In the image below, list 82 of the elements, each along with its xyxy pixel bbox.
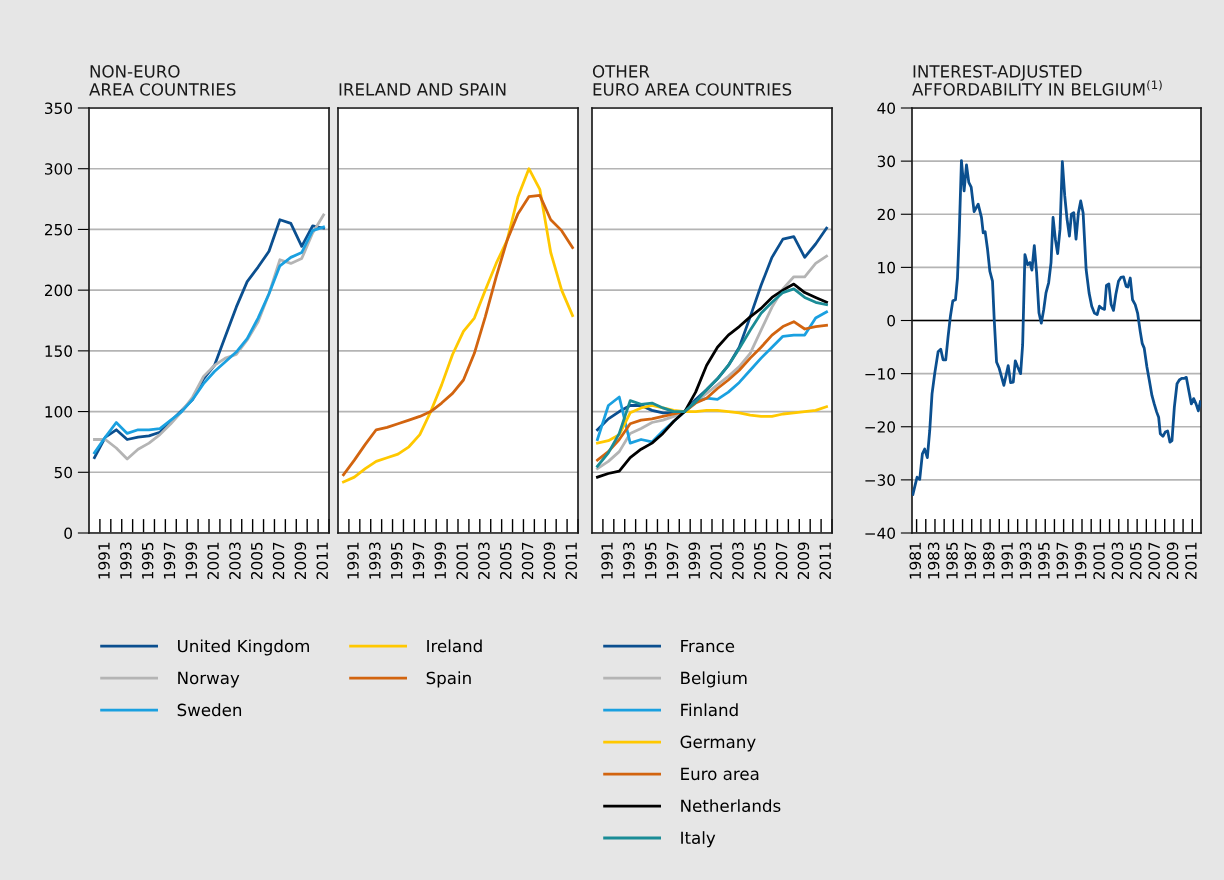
legend-label: Netherlands (681, 799, 781, 813)
x-tick-label: 2011 (316, 542, 328, 580)
legend-label: France (681, 639, 735, 653)
y-tick-label: 100 (45, 406, 73, 418)
y-tick-label: 10 (878, 261, 896, 274)
x-tick-label: 2009 (543, 542, 556, 580)
x-tick-label: 1995 (644, 542, 657, 579)
x-tick-label: 1999 (688, 542, 701, 579)
x-tick-label: 1991 (98, 542, 110, 579)
x-tick-label: 1985 (946, 542, 958, 579)
x-tick-label: 1995 (390, 542, 403, 579)
x-tick-label: 2009 (1166, 542, 1179, 580)
y-tick-label: 0 (887, 314, 896, 327)
x-tick-label: 2011 (819, 542, 831, 580)
x-tick-label: 1999 (185, 542, 198, 579)
legend-label: United Kingdom (178, 639, 309, 656)
y-tick-label: 40 (877, 102, 896, 115)
x-tick-label: 2011 (565, 542, 577, 580)
x-tick-label: 1997 (412, 542, 425, 579)
legend-label: Norway (178, 671, 240, 688)
legend-label: Spain (426, 671, 471, 688)
x-tick-label: 2007 (775, 542, 788, 580)
legend-label: Finland (681, 703, 738, 717)
x-tick-label: 1991 (601, 542, 613, 579)
x-tick-label: 2011 (1185, 542, 1197, 580)
x-tick-label: 2009 (294, 542, 307, 580)
y-tick-label: −10 (865, 368, 896, 380)
x-tick-label: 1993 (1019, 542, 1032, 579)
x-tick-label: 2003 (478, 542, 490, 580)
y-tick-label: 350 (45, 102, 73, 115)
x-tick-label: 2001 (1093, 542, 1105, 580)
legend-label: Belgium (681, 671, 747, 688)
x-tick-label: 2007 (1148, 542, 1160, 580)
x-tick-label: 1987 (964, 542, 977, 579)
legend-label: Italy (681, 831, 716, 848)
y-tick-label: −40 (865, 527, 896, 540)
y-tick-label: −30 (865, 474, 896, 486)
x-tick-label: 2005 (250, 542, 263, 580)
legend-label: Germany (680, 735, 756, 752)
x-tick-label: 2005 (1130, 542, 1142, 580)
y-tick-label: 150 (45, 345, 73, 357)
x-tick-label: 1993 (120, 542, 132, 579)
x-tick-label: 1981 (909, 542, 922, 579)
y-tick-label: 250 (44, 223, 73, 236)
x-tick-label: 1983 (927, 542, 940, 579)
x-tick-label: 2003 (229, 542, 241, 580)
x-tick-label: 1991 (1001, 542, 1013, 579)
x-tick-label: 1997 (163, 542, 176, 579)
x-tick-label: 1997 (1056, 542, 1069, 579)
x-tick-label: 1997 (666, 542, 679, 579)
x-tick-label: 2003 (732, 542, 744, 580)
y-tick-label: −20 (865, 421, 896, 433)
x-tick-label: 1993 (369, 542, 381, 579)
x-tick-label: 2007 (521, 542, 534, 580)
x-tick-label: 1993 (623, 542, 635, 579)
x-tick-label: 1999 (434, 542, 447, 579)
y-tick-label: 50 (54, 466, 73, 479)
chart-title: INTEREST-ADJUSTED AFFORDABILITY IN BELGIUM$^{(1)}$ (912, 65, 1162, 96)
x-tick-label: 1995 (141, 542, 154, 579)
chart-title: OTHER EURO AREA COUNTRIES (592, 65, 792, 96)
x-tick-label: 2009 (797, 542, 810, 580)
x-tick-label: 1995 (1038, 542, 1050, 579)
chart-title: IRELAND AND SPAIN (339, 83, 506, 96)
y-tick-label: 0 (64, 527, 73, 540)
x-tick-label: 2001 (207, 542, 219, 580)
x-tick-label: 1991 (347, 542, 359, 579)
x-tick-label: 2001 (710, 542, 722, 580)
y-tick-label: 300 (45, 163, 73, 175)
x-tick-label: 2005 (753, 542, 766, 580)
x-tick-label: 1989 (982, 542, 995, 579)
x-tick-label: 2003 (1111, 542, 1124, 580)
x-tick-label: 2001 (456, 542, 468, 580)
legend-label: Euro area (681, 767, 759, 781)
x-tick-label: 2005 (499, 542, 512, 580)
legend-label: Sweden (177, 703, 242, 717)
legend-label: Ireland (427, 639, 482, 653)
x-tick-label: 2007 (272, 542, 285, 580)
y-tick-label: 30 (877, 155, 896, 168)
chart-title: NON-EURO AREA COUNTRIES (89, 65, 236, 96)
y-tick-label: 200 (44, 284, 73, 297)
y-tick-label: 20 (877, 208, 896, 221)
x-tick-label: 1999 (1074, 542, 1087, 579)
